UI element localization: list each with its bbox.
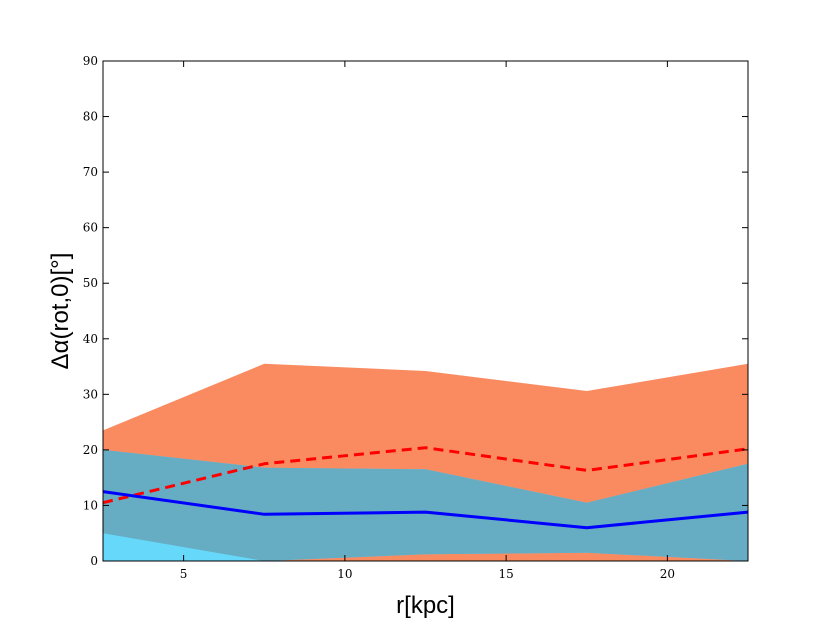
band-overlap: [103, 449, 748, 561]
y-tick-label: 50: [83, 276, 98, 290]
x-axis-label: r[kpc]: [396, 592, 455, 619]
dashed-series-line: [103, 446, 748, 505]
plot-frame: [102, 60, 749, 562]
y-tick-label: 80: [83, 110, 98, 124]
y-tick-label: 90: [83, 54, 98, 68]
y-tick-label: 0: [90, 554, 98, 568]
x-tick-label: 15: [498, 567, 513, 581]
y-tick-label: 10: [83, 498, 98, 512]
y-tick-label: 40: [83, 332, 98, 346]
y-tick-label: 60: [83, 221, 98, 235]
x-tick-label: 20: [660, 567, 675, 581]
solid-series-line: [103, 490, 748, 530]
x-tick-label: 5: [180, 567, 188, 581]
x-tick-label: 10: [337, 567, 352, 581]
y-tick-label: 20: [83, 443, 98, 457]
plot-area: [103, 363, 748, 561]
axis-ticks: 5 10 15 20 0 10 20 30 40 50 60 70 80 90: [83, 54, 748, 581]
y-tick-label: 70: [83, 165, 98, 179]
y-axis-label: Δα(rot,0)[°]: [47, 253, 74, 370]
y-tick-label: 30: [83, 387, 98, 401]
